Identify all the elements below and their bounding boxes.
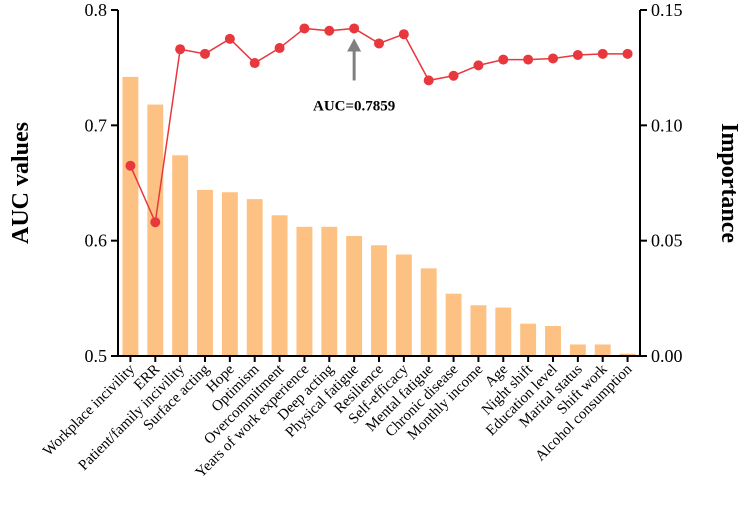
importance-bar: [470, 305, 487, 356]
importance-bar: [346, 236, 363, 356]
auc-line-series: [125, 23, 633, 228]
left-tick-label: 0.6: [85, 231, 108, 251]
auc-point: [299, 23, 310, 34]
importance-bar: [221, 192, 238, 356]
importance-bar: [172, 155, 189, 356]
auc-point: [398, 29, 409, 40]
left-tick-label: 0.5: [85, 346, 108, 366]
importance-bar: [371, 245, 387, 356]
auc-point: [175, 44, 186, 55]
auc-point: [274, 43, 285, 54]
auc-point: [200, 48, 210, 59]
importance-bar: [420, 268, 437, 356]
importance-bar: [619, 353, 636, 356]
auc-point: [249, 58, 260, 69]
importance-bar: [122, 76, 139, 356]
right-tick-label: 0.10: [651, 115, 683, 135]
importance-bar: [395, 254, 412, 356]
importance-bar: [271, 215, 288, 356]
auc-point: [349, 23, 360, 34]
left-tick-label: 0.8: [85, 0, 108, 20]
importance-bar: [545, 326, 561, 356]
importance-bar: [246, 199, 263, 356]
left-axis-ticks: 0.5 0.6 0.7 0.8: [85, 0, 118, 366]
importance-bars: [122, 76, 636, 356]
auc-point: [473, 60, 484, 71]
auc-point: [498, 54, 509, 65]
category-label: Workplace incivility: [40, 361, 138, 459]
right-tick-label: 0.00: [651, 346, 683, 366]
left-tick-label: 0.7: [85, 115, 108, 135]
auc-point: [324, 25, 335, 36]
right-axis-title: Importance: [716, 123, 742, 243]
importance-bar: [520, 323, 537, 356]
auc-annotation-label: AUC=0.7859: [313, 98, 395, 114]
auc-point: [572, 49, 583, 60]
right-tick-label: 0.05: [651, 231, 683, 251]
importance-bar: [296, 226, 313, 356]
importance-bar: [495, 307, 512, 356]
importance-bar: [197, 189, 213, 356]
auc-point: [374, 38, 384, 49]
annotation-arrow-head: [347, 38, 362, 52]
auc-point: [224, 33, 235, 44]
right-tick-label: 0.15: [651, 0, 683, 20]
auc-point: [523, 54, 534, 65]
importance-bar: [445, 293, 462, 356]
auc-point: [448, 70, 459, 81]
importance-bar: [147, 104, 164, 356]
right-axis-ticks: 0.00 0.05 0.10 0.15: [640, 0, 683, 366]
auc-annotation: AUC=0.7859: [313, 38, 395, 114]
importance-bar: [321, 226, 338, 356]
auc-point: [423, 75, 434, 86]
auc-point: [548, 53, 558, 64]
left-axis-title: AUC values: [8, 122, 34, 244]
auc-point: [150, 217, 161, 228]
importance-bar: [594, 344, 611, 356]
auc-point: [597, 48, 608, 59]
auc-point: [622, 48, 633, 59]
importance-bar: [569, 344, 586, 356]
auc-point: [125, 160, 136, 171]
